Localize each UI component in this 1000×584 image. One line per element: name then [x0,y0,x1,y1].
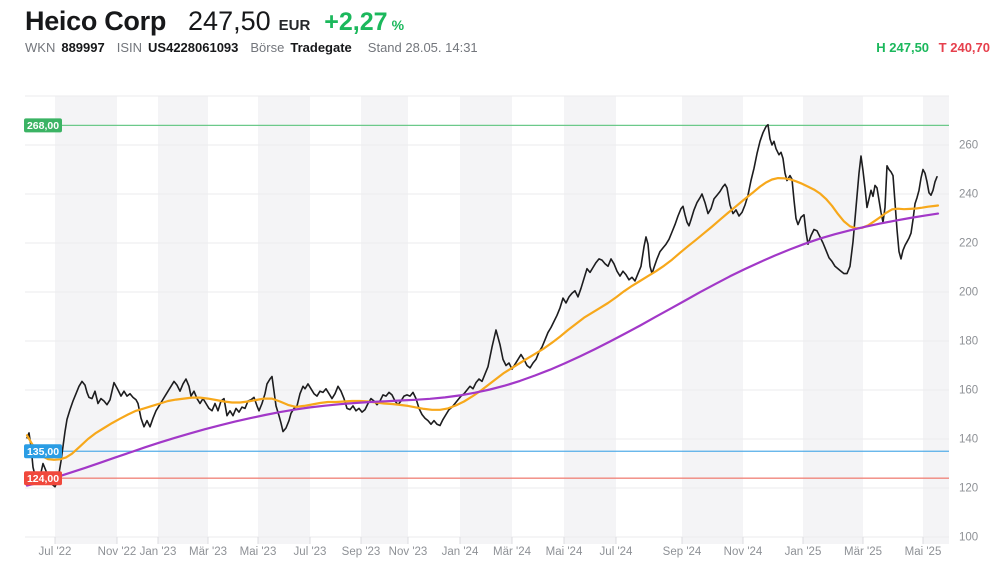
price-currency: EUR [278,17,311,34]
threshold-badge-135[interactable] [24,444,62,459]
threshold-badge-label: 135,00 [27,446,59,458]
month-band [682,96,743,544]
ma-fast-line [25,177,940,461]
x-axis-label: Mai '23 [240,546,277,558]
month-band [803,96,863,544]
instrument-name: Heico Corp [25,6,167,36]
x-axis-label: Mai '25 [905,546,942,558]
y-axis-label: 140 [959,434,978,446]
title-row: Heico Corp 247,50 EUR +2,27% [25,6,990,37]
month-band [923,96,949,544]
isin-label: ISIN [116,40,143,55]
month-band [361,96,408,544]
wkn-label: WKN [25,40,56,55]
x-axis-label: Nov '24 [724,546,763,558]
quote-timestamp: Stand 28.05. 14:31 [367,40,478,55]
exchange-label: Börse [250,40,285,55]
ma-slow-line [25,212,940,487]
month-band [55,96,117,544]
x-axis-label: Jan '25 [785,546,822,558]
x-axis-label: Nov '23 [389,546,428,558]
x-axis-label: Jul '22 [39,546,72,558]
y-axis-label: 220 [959,238,978,250]
x-axis-label: Mär '23 [189,546,227,558]
day-high-low: H 247,50 T 240,70 [876,40,990,55]
month-band [564,96,616,544]
instrument-meta: WKN 889997 ISIN US4228061093 Börse Trade… [25,40,478,55]
x-axis-label: Jan '23 [140,546,177,558]
threshold-badge-label: 268,00 [27,120,59,132]
x-axis-label: Nov '22 [98,546,137,558]
threshold-badge-label: 124,00 [27,473,59,485]
x-axis-label: Jul '24 [600,546,633,558]
x-axis-label: Sep '24 [663,546,702,558]
price-change-value: +2,27 [324,8,388,36]
current-price: 247,50 [188,6,271,36]
y-axis-label: 240 [959,189,978,201]
day-low: T 240,70 [938,40,990,55]
day-high: H 247,50 [876,40,930,55]
x-axis-label: Jul '23 [294,546,327,558]
y-axis-label: 200 [959,287,978,299]
y-axis-label: 120 [959,483,978,495]
month-band [258,96,310,544]
percent-sign: % [391,17,405,33]
price-change: +2,27% [324,8,404,37]
y-axis-label: 260 [959,140,978,152]
month-band [460,96,512,544]
quote-header: Heico Corp 247,50 EUR +2,27% WKN 889997 … [0,0,1000,55]
y-axis-label: 180 [959,336,978,348]
x-axis-label: Jan '24 [442,546,479,558]
y-axis-label: 160 [959,385,978,397]
x-axis-label: Mai '24 [546,546,583,558]
month-band [158,96,208,544]
y-axis-label: 100 [959,532,978,544]
isin-value: US4228061093 [148,40,239,55]
exchange-value: Tradegate [290,40,352,55]
x-axis-label: Mär '25 [844,546,882,558]
threshold-badge-124[interactable] [24,471,62,486]
meta-row: WKN 889997 ISIN US4228061093 Börse Trade… [25,40,990,55]
threshold-badge-268[interactable] [24,118,62,133]
x-axis-label: Sep '23 [342,546,381,558]
x-axis-label: Mär '24 [493,546,532,558]
wkn-value: 889997 [61,40,105,55]
